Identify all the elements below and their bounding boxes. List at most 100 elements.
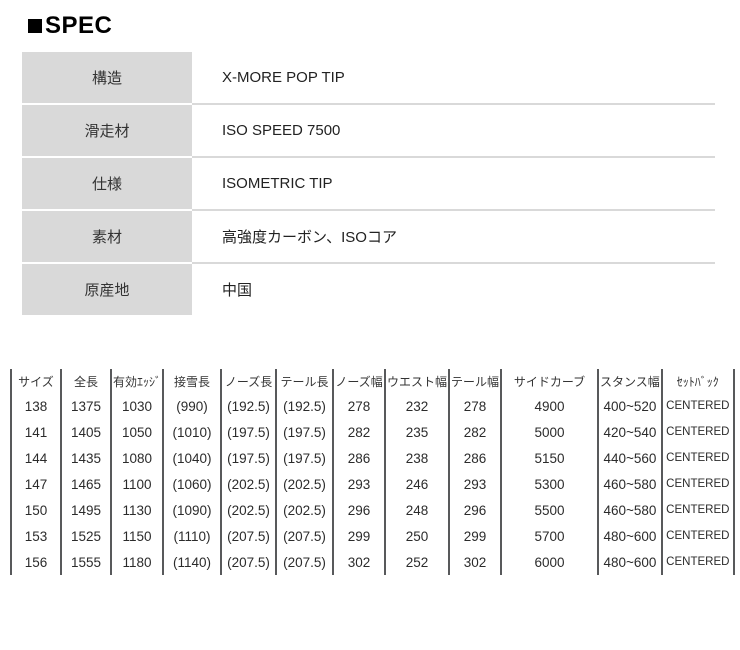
size-col-header: サイドカーブ — [500, 369, 600, 393]
size-cell: 156 — [10, 549, 62, 575]
spec-row-value: ISO SPEED 7500 — [192, 105, 715, 158]
size-cell: 1375 — [60, 393, 112, 419]
size-cell: 1465 — [60, 471, 112, 497]
spec-row: 仕様 ISOMETRIC TIP — [22, 158, 715, 211]
size-cell: 147 — [10, 471, 62, 497]
size-col-header: テール幅 — [448, 369, 503, 393]
size-cell: (207.5) — [220, 523, 278, 549]
size-cell: (197.5) — [275, 419, 335, 445]
size-cell: 150 — [10, 497, 62, 523]
size-row: 153 1525 1150 (1110) (207.5) (207.5) 299 250 299… — [10, 523, 735, 549]
size-cell: 400~520 — [597, 393, 663, 419]
size-cell: 1435 — [60, 445, 112, 471]
size-cell: 153 — [10, 523, 62, 549]
size-cell: 440~560 — [597, 445, 663, 471]
size-cell: 1050 — [109, 419, 165, 445]
size-col-header: ノーズ幅 — [332, 369, 387, 393]
size-cell: (202.5) — [275, 471, 335, 497]
size-cell: 282 — [448, 419, 503, 445]
size-cell: 5500 — [500, 497, 600, 523]
size-col-header: スタンス幅 — [597, 369, 663, 393]
size-col-header: 接雪長 — [162, 369, 223, 393]
size-cell: 250 — [384, 523, 451, 549]
size-row: 147 1465 1100 (1060) (202.5) (202.5) 293 246 293… — [10, 471, 735, 497]
size-cell: 235 — [384, 419, 451, 445]
size-cell: 299 — [448, 523, 503, 549]
size-cell: (192.5) — [275, 393, 335, 419]
size-cell: 1180 — [109, 549, 165, 575]
size-cell: 5300 — [500, 471, 600, 497]
spec-row-value: 中国 — [222, 282, 253, 299]
size-cell: (192.5) — [220, 393, 278, 419]
size-cell: 420~540 — [597, 419, 663, 445]
size-cell: (1060) — [162, 471, 223, 497]
size-cell: (207.5) — [220, 549, 278, 575]
spec-row-label: 原産地 — [22, 264, 192, 315]
spec-table: 構造 X-MORE POP TIP 滑走材 ISO SPEED 7500 仕様 ISOME… — [22, 52, 715, 315]
size-cell: 278 — [332, 393, 387, 419]
size-cell: 296 — [332, 497, 387, 523]
size-col-header: 有効ｴｯｼﾞ — [109, 369, 165, 393]
size-cell: 293 — [332, 471, 387, 497]
size-cell: (207.5) — [275, 523, 335, 549]
size-cell: 1495 — [60, 497, 112, 523]
size-cell: (1090) — [162, 497, 223, 523]
size-cell: 460~580 — [597, 497, 663, 523]
size-cell: 480~600 — [597, 523, 663, 549]
size-cell: 278 — [448, 393, 503, 419]
spec-row-value: X-MORE POP TIP — [192, 52, 715, 105]
size-col-header: テール長 — [275, 369, 335, 393]
size-cell: (197.5) — [220, 445, 278, 471]
size-cell: 1030 — [109, 393, 165, 419]
size-col-header: ノーズ長 — [220, 369, 278, 393]
size-cell: (202.5) — [275, 497, 335, 523]
size-col-header: サイズ — [10, 369, 62, 393]
spec-title-text: SPEC — [45, 12, 113, 39]
size-cell: 1525 — [60, 523, 112, 549]
size-table-header-row: サイズ 全長 有効ｴｯｼﾞ 接雪長 ノーズ長 テール長 ノーズ幅 ウエスト幅 テール幅 サイドカー… — [10, 369, 735, 393]
size-cell: 4900 — [500, 393, 600, 419]
size-cell: 302 — [332, 549, 387, 575]
size-cell: 286 — [332, 445, 387, 471]
square-bullet-icon — [28, 19, 42, 33]
size-cell: 6000 — [500, 549, 600, 575]
size-cell: 1150 — [109, 523, 165, 549]
size-cell: 238 — [384, 445, 451, 471]
size-cell: CENTERED — [660, 497, 735, 523]
size-cell: 144 — [10, 445, 62, 471]
size-col-header: 全長 — [60, 369, 112, 393]
size-cell: 1555 — [60, 549, 112, 575]
spec-row: 滑走材 ISO SPEED 7500 — [22, 105, 715, 158]
size-cell: 246 — [384, 471, 451, 497]
size-cell: 1130 — [109, 497, 165, 523]
size-cell: 138 — [10, 393, 62, 419]
size-cell: 232 — [384, 393, 451, 419]
spec-row-label: 構造 — [22, 52, 192, 105]
size-cell: (207.5) — [275, 549, 335, 575]
size-cell: 299 — [332, 523, 387, 549]
size-cell: CENTERED — [660, 549, 735, 575]
spec-table-body: 構造 X-MORE POP TIP 滑走材 ISO SPEED 7500 仕様 ISOME… — [22, 52, 715, 315]
size-cell: (202.5) — [220, 471, 278, 497]
size-cell: (202.5) — [220, 497, 278, 523]
size-cell: CENTERED — [660, 445, 735, 471]
size-cell: (197.5) — [220, 419, 278, 445]
size-cell: 302 — [448, 549, 503, 575]
size-cell: CENTERED — [660, 419, 735, 445]
spec-title: SPEC — [28, 12, 740, 40]
size-cell: 248 — [384, 497, 451, 523]
size-table-body: 138 1375 1030 (990) (192.5) (192.5) 278 232 278 4… — [10, 393, 735, 575]
size-cell: (197.5) — [275, 445, 335, 471]
size-cell: (990) — [162, 393, 223, 419]
size-row: 150 1495 1130 (1090) (202.5) (202.5) 296 248 296… — [10, 497, 735, 523]
size-cell: (1110) — [162, 523, 223, 549]
size-row: 144 1435 1080 (1040) (197.5) (197.5) 286 238 286… — [10, 445, 735, 471]
spec-row: 原産地 中国 — [22, 264, 715, 315]
size-row: 138 1375 1030 (990) (192.5) (192.5) 278 232 278 4… — [10, 393, 735, 419]
size-cell: 1080 — [109, 445, 165, 471]
spec-row: 構造 X-MORE POP TIP — [22, 52, 715, 105]
size-cell: 296 — [448, 497, 503, 523]
size-cell: 286 — [448, 445, 503, 471]
spec-row-label: 滑走材 — [22, 105, 192, 158]
size-row: 141 1405 1050 (1010) (197.5) (197.5) 282 235 282… — [10, 419, 735, 445]
